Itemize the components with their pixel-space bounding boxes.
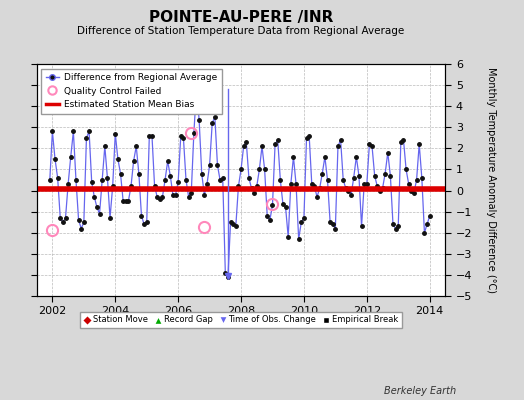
Legend: Station Move, Record Gap, Time of Obs. Change, Empirical Break: Station Move, Record Gap, Time of Obs. C… [80, 312, 402, 328]
Text: Difference of Station Temperature Data from Regional Average: Difference of Station Temperature Data f… [78, 26, 405, 36]
Text: Berkeley Earth: Berkeley Earth [384, 386, 456, 396]
Legend: Difference from Regional Average, Quality Control Failed, Estimated Station Mean: Difference from Regional Average, Qualit… [41, 68, 222, 114]
Y-axis label: Monthly Temperature Anomaly Difference (°C): Monthly Temperature Anomaly Difference (… [486, 67, 496, 293]
Text: POINTE-AU-PERE /INR: POINTE-AU-PERE /INR [149, 10, 333, 25]
